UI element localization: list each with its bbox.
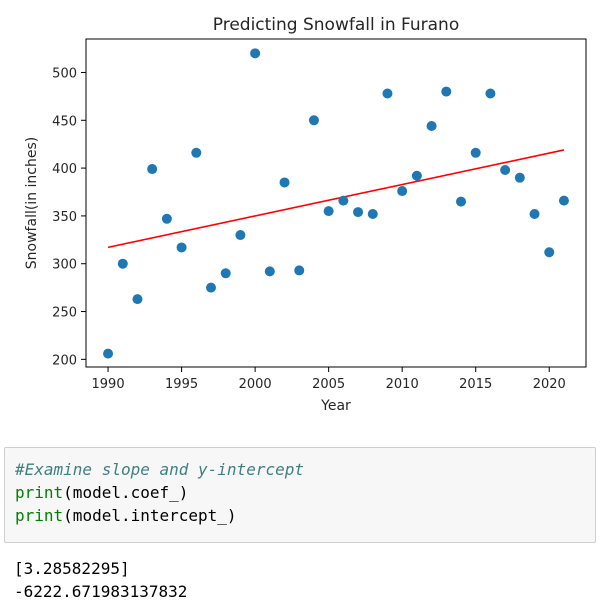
plot-frame: [85, 38, 587, 368]
print-args: (model.intercept_): [63, 506, 237, 525]
data-point: [500, 165, 511, 176]
data-point: [132, 294, 143, 305]
data-point: [176, 242, 187, 253]
data-point: [264, 266, 275, 277]
data-point: [397, 186, 408, 197]
x-tick-label: 2020: [533, 377, 566, 392]
regression-line: [107, 149, 565, 249]
data-point: [456, 196, 466, 207]
y-tick-label: 300: [52, 258, 77, 273]
cell-output: [3.28582295] -6222.671983137832: [14, 557, 594, 603]
data-point: [353, 207, 364, 218]
data-point: [279, 177, 290, 188]
data-point: [323, 206, 334, 217]
x-tick-label: 2000: [239, 377, 272, 392]
y-axis: 200 250 300 350 400 450 500: [52, 66, 86, 368]
x-tick-label: 2005: [312, 377, 345, 392]
x-tick-label: 1995: [165, 377, 198, 392]
print-keyword: print: [15, 483, 64, 502]
data-point: [529, 208, 540, 219]
y-tick-label: 350: [52, 210, 77, 225]
data-point: [441, 86, 452, 97]
data-point: [470, 147, 481, 158]
chart-title: Predicting Snowfall in Furano: [213, 15, 459, 35]
data-point: [485, 88, 496, 99]
data-point: [514, 172, 525, 183]
output-slope: [3.28582295]: [14, 559, 130, 578]
data-point: [220, 268, 231, 279]
code-comment: #Examine slope and y-intercept: [15, 460, 304, 479]
x-tick-label: 1990: [92, 377, 125, 392]
y-tick-label: 200: [52, 353, 77, 368]
data-point: [250, 48, 261, 59]
data-point: [161, 213, 172, 224]
data-point: [411, 170, 422, 181]
data-point: [558, 195, 569, 206]
scatter-points: [103, 48, 569, 359]
data-point: [338, 195, 349, 206]
data-point: [103, 348, 114, 359]
data-point: [382, 88, 393, 99]
output-intercept: -6222.671983137832: [14, 582, 188, 601]
print-keyword: print: [15, 506, 64, 525]
data-point: [147, 164, 158, 175]
x-tick-label: 2010: [386, 377, 419, 392]
x-axis: 1990 1995 2000 2005 2010 2015 2020: [92, 367, 566, 392]
snowfall-chart: Predicting Snowfall in Furano 1990 1995 20…: [24, 15, 587, 414]
data-point: [117, 258, 128, 269]
x-tick-label: 2015: [459, 377, 492, 392]
y-tick-label: 500: [52, 66, 77, 81]
data-point: [191, 147, 202, 158]
print-args: (model.coef_): [63, 483, 189, 502]
code-cell[interactable]: #Examine slope and y-intercept print(mod…: [4, 447, 596, 543]
data-point: [294, 265, 305, 276]
data-point: [308, 115, 319, 126]
y-tick-label: 250: [52, 306, 77, 321]
data-point: [235, 230, 246, 241]
y-tick-label: 450: [52, 114, 77, 129]
y-axis-label: Snowfall(in inches): [24, 137, 40, 269]
data-point: [367, 208, 378, 219]
code-line-coef: print(model.coef_): [15, 481, 595, 504]
x-axis-label: Year: [320, 398, 351, 414]
y-tick-label: 400: [52, 162, 77, 177]
code-line-intercept: print(model.intercept_): [15, 504, 595, 527]
data-point: [544, 247, 555, 258]
data-point: [206, 282, 216, 293]
data-point: [426, 121, 437, 132]
